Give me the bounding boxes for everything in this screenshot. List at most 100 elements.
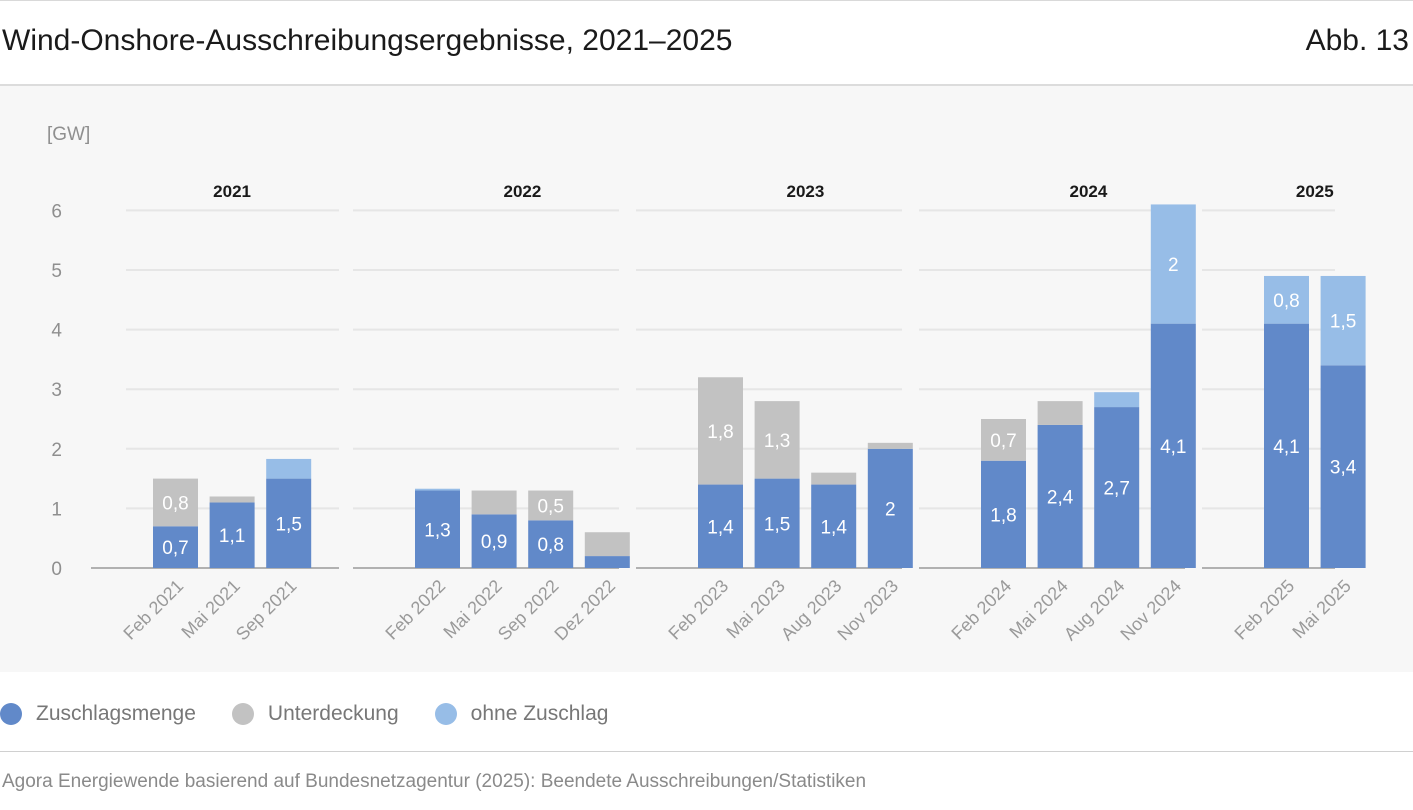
y-tick-label: 2 [51,440,62,461]
x-tick-label: Dez 2022 [550,576,619,645]
legend-swatch-zuschlagsmenge [0,703,22,725]
data-label: 0,8 [162,493,188,514]
data-label: 1,4 [820,517,847,538]
x-tick-label: Feb 2025 [1230,576,1298,644]
legend-item-unterdeckung: Unterdeckung [231,702,399,726]
chart-area: [GW] 0 1 2 3 4 5 6 0,7 0,8 Feb 2021 1,1 Mai 2021 1,5 S… [0,86,1413,672]
x-tick-label: Feb 2021 [119,576,187,644]
top-rule [0,0,1413,1]
bar-segment-zuschlagsmenge [1264,323,1309,568]
y-tick-label: 6 [51,201,62,222]
data-label: 2 [885,499,896,520]
bar-segment-unterdeckung [153,478,198,527]
data-label: 2 [1168,255,1179,276]
data-label: 2,7 [1103,479,1129,500]
bar-segment-unterdeckung [471,490,517,515]
bar-segment-ohne-zuschlag [1150,204,1196,324]
bar-segment-unterdeckung [209,496,255,503]
data-label: 0,7 [990,431,1016,452]
x-tick-label: Sep 2021 [232,576,301,645]
data-label: 1,5 [764,514,790,535]
bar-segment-ohne-zuschlag [266,458,312,479]
x-tick-label: Feb 2022 [381,576,449,644]
data-label: 1,5 [1330,312,1356,333]
group-label: 2023 [786,182,824,201]
chart-title: Wind-Onshore-Ausschreibungsergebnisse, 2… [2,24,733,57]
data-label: 4,1 [1160,437,1186,458]
x-tick-label: Feb 2024 [947,576,1015,644]
unit-label: [GW] [47,124,90,145]
data-label: 0,8 [1273,291,1299,312]
x-tick-label: Feb 2023 [664,576,732,644]
y-tick-label: 0 [51,559,62,580]
footer-divider [0,751,1413,752]
group-label: 2022 [503,182,541,201]
legend-label-unterdeckung: Unterdeckung [267,702,399,725]
legend: Zuschlagsmenge Unterdeckung ohne Zuschla… [0,697,644,731]
bar-segment-ohne-zuschlag [1264,275,1309,324]
bar-segment-ohne-zuschlag [1320,275,1366,366]
bar-segment-ohne-zuschlag [415,488,460,491]
group-label: 2021 [213,182,251,201]
data-label: 0,5 [537,496,563,517]
bar-segment-zuschlagsmenge [528,520,574,568]
data-label: 1,4 [707,517,734,538]
bar-segment-unterdeckung [528,490,574,521]
group-label: 2024 [1069,182,1107,201]
data-label: 1,3 [764,431,790,452]
figure-number: Abb. 13 [1305,24,1409,57]
x-tick-label: Mai 2025 [1288,576,1355,643]
data-label: 0,7 [162,538,188,559]
data-label: 3,4 [1330,458,1357,479]
y-tick-label: 4 [51,321,62,342]
bar-segment-unterdeckung [754,401,800,479]
group-label: 2025 [1296,182,1334,201]
bar-segment-zuschlagsmenge [867,448,913,568]
bar-segment-zuschlagsmenge [153,526,198,568]
bar-segment-ohne-zuschlag [1094,392,1140,408]
data-label: 1,3 [424,520,450,541]
bar-segment-zuschlagsmenge [415,490,460,568]
bar-segment-zuschlagsmenge [981,460,1026,568]
bar-segment-zuschlagsmenge [266,478,312,568]
bar-segment-unterdeckung [811,472,857,485]
y-tick-label: 5 [51,261,62,282]
x-tick-label: Nov 2024 [1116,576,1185,645]
bar-segment-unterdeckung [584,532,630,557]
y-tick-label: 3 [51,380,62,401]
legend-item-ohne-zuschlag: ohne Zuschlag [434,702,609,726]
bar-segment-unterdeckung [867,442,913,449]
bar-segment-zuschlagsmenge [1150,323,1196,568]
bar-segment-unterdeckung [698,377,743,485]
source-note: Agora Energiewende basierend auf Bundesn… [2,771,867,792]
bar-segment-unterdeckung [1037,401,1083,425]
x-tick-label: Sep 2022 [494,576,563,645]
bar-segment-zuschlagsmenge [209,502,255,568]
bar-segment-zuschlagsmenge [754,478,800,568]
bar-segment-unterdeckung [981,419,1026,461]
x-tick-label: Aug 2024 [1060,576,1129,645]
data-label: 1,8 [990,505,1016,526]
legend-item-zuschlagsmenge: Zuschlagsmenge [0,702,196,726]
bar-segment-zuschlagsmenge [584,556,630,568]
header-divider [0,84,1413,86]
data-label: 2,4 [1047,487,1074,508]
legend-label-zuschlagsmenge: Zuschlagsmenge [36,702,196,725]
legend-swatch-ohne-zuschlag [434,703,457,725]
bar-segment-zuschlagsmenge [1094,407,1140,568]
data-label: 4,1 [1273,437,1299,458]
data-label: 0,9 [481,532,507,553]
bar-segment-zuschlagsmenge [1037,424,1083,568]
x-tick-label: Nov 2023 [833,576,902,645]
data-label: 1,1 [219,526,245,547]
legend-label-ohne-zuschlag: ohne Zuschlag [470,702,609,725]
bar-segment-zuschlagsmenge [698,484,743,568]
data-label: 1,8 [707,422,733,443]
bar-segment-zuschlagsmenge [1320,365,1366,568]
y-tick-label: 1 [51,499,62,520]
data-label: 0,8 [537,535,563,556]
legend-swatch-unterdeckung [231,703,254,725]
bar-segment-zuschlagsmenge [811,484,857,568]
x-tick-label: Aug 2023 [777,576,846,645]
